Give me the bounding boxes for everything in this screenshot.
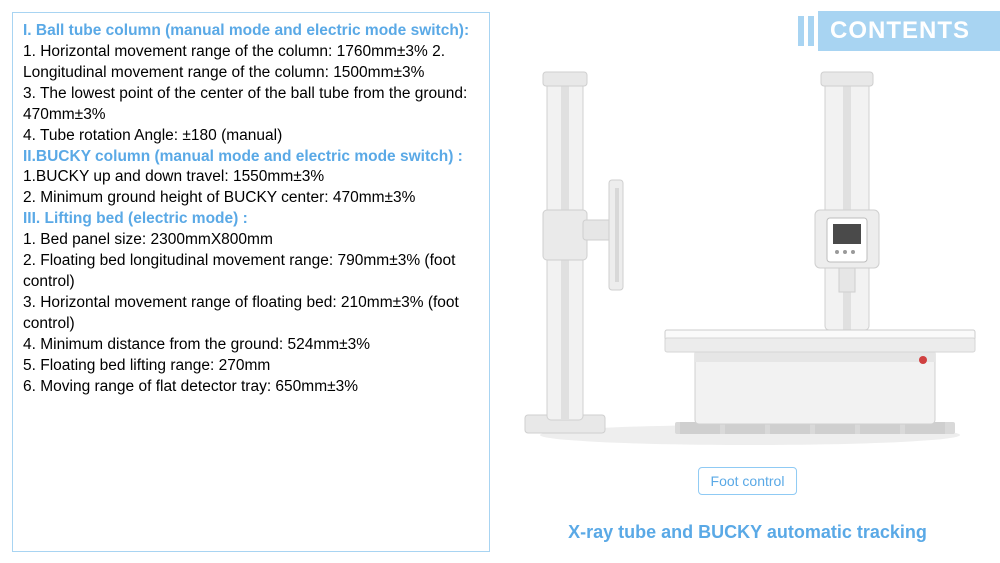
foot-control-button[interactable]: Foot control [698,467,798,495]
section-1-item: 4. Tube rotation Angle: ±180 (manual) [23,126,479,147]
section-2-heading: II.BUCKY column (manual mode and electri… [23,147,479,168]
equipment-panel: Foot control X-ray tube and BUCKY automa… [505,60,990,555]
section-3-item: 4. Minimum distance from the ground: 524… [23,335,479,356]
equipment-caption: X-ray tube and BUCKY automatic tracking [505,522,990,543]
section-1-item: 3. The lowest point of the center of the… [23,84,479,126]
header: CONTENTS [798,12,1000,50]
section-2-item: 1.BUCKY up and down travel: 1550mm±3% [23,167,479,188]
section-2-item: 2. Minimum ground height of BUCKY center… [23,188,479,209]
section-3-item: 1. Bed panel size: 2300mmX800mm [23,230,479,251]
section-3-item: 2. Floating bed longitudinal movement ra… [23,251,479,293]
equipment-illustration [515,60,980,450]
section-1-item: 1. Horizontal movement range of the colu… [23,42,479,84]
header-accent-bar-1 [798,16,804,46]
section-3-item: 3. Horizontal movement range of floating… [23,293,479,335]
spec-panel: I. Ball tube column (manual mode and ele… [12,12,490,552]
section-1-heading: I. Ball tube column (manual mode and ele… [23,21,479,42]
header-accent-bar-2 [808,16,814,46]
section-3-item: 5. Floating bed lifting range: 270mm [23,356,479,377]
section-3-item: 6. Moving range of flat detector tray: 6… [23,377,479,398]
header-title: CONTENTS [818,11,1000,51]
section-3-heading: III. Lifting bed (electric mode) : [23,209,479,230]
